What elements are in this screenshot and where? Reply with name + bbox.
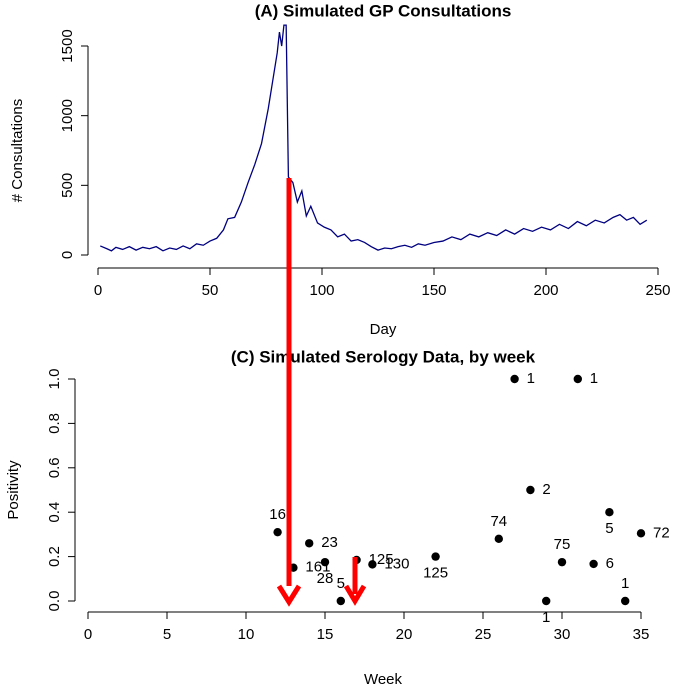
x-axis-label: Day	[370, 321, 397, 338]
line	[99, 24, 648, 252]
point	[494, 534, 503, 544]
y-tick-label: 0.2	[46, 546, 63, 567]
point	[305, 539, 314, 548]
x-tick-label: 20	[396, 626, 413, 643]
point-label: 5	[605, 520, 613, 537]
x-tick-label: 0	[94, 282, 102, 299]
point	[510, 374, 519, 384]
point-label: 16	[269, 506, 286, 523]
x-tick-label: 150	[421, 282, 446, 299]
x-tick-label: 5	[163, 626, 171, 643]
point-label: 125	[423, 565, 448, 582]
point	[542, 596, 551, 606]
point-label: 1	[527, 370, 535, 387]
x-tick-label: 10	[238, 626, 255, 643]
point-label: 2	[542, 481, 550, 498]
y-tick-label: 0	[59, 251, 76, 259]
point-label: 74	[490, 513, 507, 530]
point	[557, 557, 567, 567]
x-tick-label: 25	[475, 626, 492, 643]
x-tick-label: 0	[84, 626, 92, 643]
point	[320, 557, 330, 567]
chart-title: (A) Simulated GP Consultations	[255, 1, 512, 20]
y-axis-label: # Consultations	[9, 99, 26, 202]
point	[621, 596, 630, 606]
y-tick-label: 1500	[59, 29, 76, 62]
arrow-head	[343, 584, 367, 606]
x-tick-label: 250	[645, 282, 670, 299]
point	[273, 527, 282, 537]
y-tick-label: 500	[59, 173, 76, 198]
point-label: 1	[590, 370, 598, 387]
arrow-head	[276, 584, 302, 607]
point	[336, 596, 345, 606]
point	[589, 559, 598, 569]
point	[526, 485, 535, 495]
point-label: 6	[606, 555, 614, 572]
x-tick-label: 100	[309, 282, 334, 299]
point-label: 5	[337, 575, 345, 592]
x-tick-label: 15	[317, 626, 334, 643]
x-axis-label: Week	[364, 671, 403, 688]
point	[573, 374, 582, 384]
x-tick-label: 30	[554, 626, 571, 643]
point	[368, 560, 377, 569]
point	[431, 552, 440, 561]
point-label: 75	[554, 536, 571, 553]
x-tick-label: 50	[202, 282, 219, 299]
y-tick-label: 0.0	[46, 591, 63, 612]
arrows	[276, 178, 367, 607]
y-tick-label: 1000	[59, 99, 76, 132]
y-tick-label: 0.6	[46, 457, 63, 478]
y-tick-label: 0.8	[46, 413, 63, 434]
point-label: 1	[621, 575, 629, 592]
y-tick-label: 0.4	[46, 502, 63, 523]
point-label: 72	[653, 524, 670, 541]
x-tick-label: 35	[633, 626, 650, 643]
chart-title: (C) Simulated Serology Data, by week	[231, 347, 536, 366]
point-label: 28	[317, 570, 334, 587]
point-label: 23	[321, 534, 338, 551]
point	[636, 529, 646, 538]
y-tick-label: 1.0	[46, 369, 63, 390]
point-label: 1	[542, 609, 550, 626]
y-axis-label: Positivity	[5, 460, 22, 520]
x-tick-label: 200	[533, 282, 558, 299]
point	[605, 508, 614, 517]
point-label: 130	[384, 555, 409, 572]
